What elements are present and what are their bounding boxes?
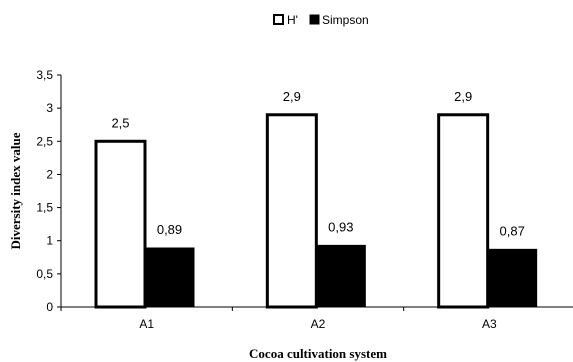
x-tick-label: A2	[311, 317, 326, 331]
y-tick-label: 2	[46, 167, 53, 181]
bars	[94, 113, 538, 309]
data-label: 2,5	[111, 115, 129, 130]
bar	[487, 248, 538, 308]
bar	[437, 113, 490, 309]
legend-swatch-h	[273, 14, 284, 25]
bar	[315, 244, 366, 308]
data-labels: 2,5 2,9 2,9 0,89 0,93 0,87	[111, 89, 524, 239]
y-tick-label: 0,5	[36, 267, 53, 281]
y-tick-label: 3,5	[36, 68, 53, 82]
legend-label-h: H'	[287, 13, 298, 27]
bar	[94, 139, 147, 309]
bar	[144, 247, 195, 308]
y-tick-label: 3	[46, 101, 53, 115]
x-axis-title: Cocoa cultivation system	[249, 346, 387, 361]
y-tick-label: 1	[46, 234, 53, 248]
bar	[265, 113, 318, 309]
y-ticks: 0 0,5 1 1,5 2 2,5 3 3,5	[36, 68, 61, 314]
y-tick-label: 2,5	[36, 134, 53, 148]
data-label: 0,87	[500, 223, 525, 238]
x-tick-label: A3	[482, 317, 497, 331]
data-label: 0,93	[328, 219, 353, 234]
data-label: 2,9	[454, 89, 472, 104]
legend: H' Simpson	[273, 13, 369, 27]
y-tick-label: 0	[46, 300, 53, 314]
legend-swatch-simpson	[309, 14, 320, 25]
legend-label-simpson: Simpson	[322, 13, 369, 27]
data-label: 0,89	[157, 222, 182, 237]
x-tick-label: A1	[139, 317, 154, 331]
y-tick-label: 1,5	[36, 201, 53, 215]
data-label: 2,9	[283, 89, 301, 104]
y-axis-title: Diversity index value	[8, 132, 23, 249]
x-ticks: A1 A2 A3	[60, 307, 497, 331]
